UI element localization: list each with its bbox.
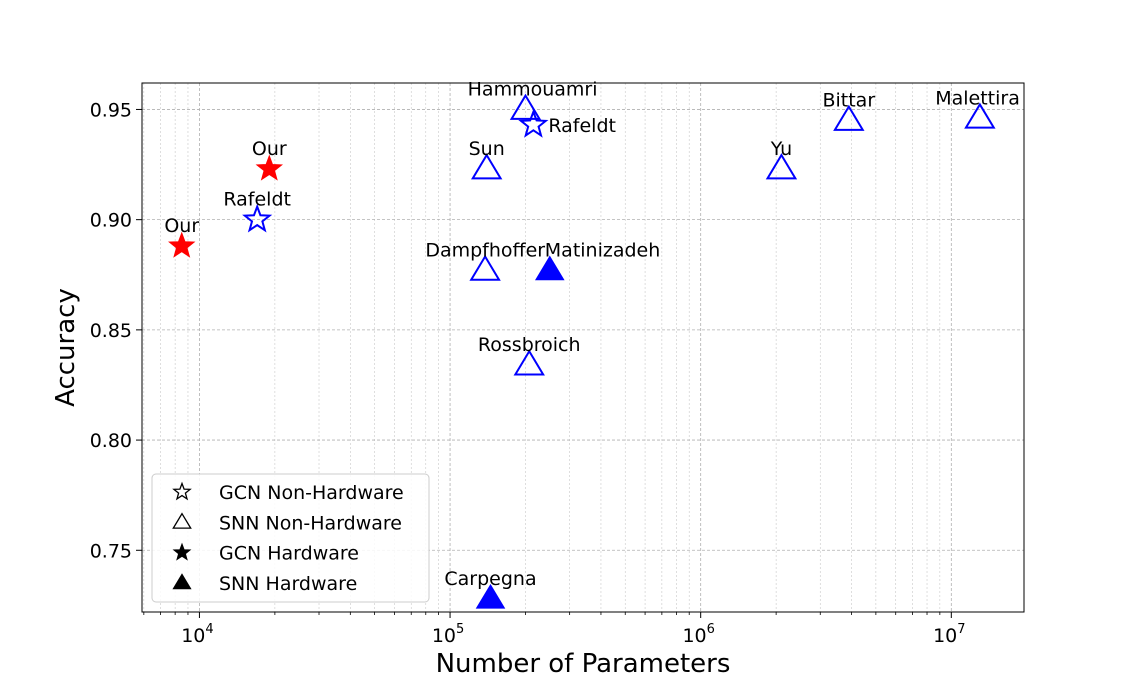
x-tick-base: 10	[933, 625, 957, 647]
legend-label: SNN Non-Hardware	[219, 512, 402, 534]
point-label: Rossbroich	[478, 334, 581, 356]
x-tick-base: 10	[181, 625, 205, 647]
triangle-point-hammouamri	[509, 93, 542, 120]
triangle-point-yu	[765, 153, 798, 180]
triangle-point-carpegna	[475, 583, 506, 609]
x-tick-label: 106	[682, 622, 714, 647]
triangle-point-dampfhoffer	[469, 254, 501, 281]
point-label: Hammouamri	[468, 78, 598, 100]
legend: GCN Non-Hardware SNN Non-Hardware GCN Hard…	[151, 473, 430, 603]
point-label: Yu	[770, 138, 792, 160]
y-tick-label: 0.85	[90, 320, 132, 342]
x-tick-base: 10	[432, 625, 456, 647]
point-label: Our	[164, 215, 199, 237]
legend-marker-triangle-outline	[172, 512, 192, 529]
point-label: Dampfhoffer	[425, 239, 545, 261]
point-label: Our	[252, 138, 287, 160]
x-tick-label: 107	[933, 622, 965, 647]
point-label: Carpegna	[444, 568, 536, 590]
point-label: Matinizadeh	[545, 239, 661, 261]
legend-marker-star-filled	[172, 542, 192, 561]
point-label: Rafeldt	[223, 189, 291, 211]
x-tick-label: 105	[432, 622, 464, 647]
y-tick-label: 0.75	[90, 540, 132, 562]
x-tick-exponent: 5	[456, 622, 464, 637]
triangle-point-sun	[470, 153, 503, 180]
legend-marker-triangle-filled	[172, 573, 192, 590]
legend-box	[151, 473, 430, 603]
star-point-rafeldt	[242, 203, 273, 233]
y-tick-label: 0.90	[90, 210, 132, 232]
y-tick-label: 0.80	[90, 430, 132, 452]
x-tick-base: 10	[682, 625, 706, 647]
x-tick-exponent: 6	[707, 622, 715, 637]
star-point-rafeldt	[518, 109, 549, 138]
legend-label: GCN Hardware	[219, 543, 359, 565]
x-tick-exponent: 7	[957, 622, 965, 637]
x-tick-label: 104	[181, 622, 213, 647]
triangle-point-matinizadeh	[534, 255, 565, 281]
legend-marker-star-outline	[172, 481, 192, 501]
point-label: Bittar	[822, 89, 875, 111]
point-label: Malettira	[935, 87, 1020, 109]
star-point-our	[168, 231, 196, 258]
point-label: Rafeldt	[548, 115, 616, 137]
x-tick-exponent: 4	[205, 622, 213, 637]
y-axis-title: Accuracy	[51, 288, 81, 407]
plot-frame	[141, 82, 1025, 613]
legend-label: SNN Hardware	[219, 573, 357, 595]
star-point-our	[255, 154, 284, 181]
triangle-point-bittar	[833, 104, 865, 131]
x-axis-title: Number of Parameters	[436, 649, 731, 679]
point-label: Sun	[469, 138, 505, 160]
y-tick-label: 0.95	[90, 99, 132, 121]
data-points: Our Our Rafeldt Rafeldt Hammouamri Sun Dampfho…	[164, 78, 1020, 609]
triangle-point-malettira	[964, 102, 996, 129]
legend-label: GCN Non-Hardware	[219, 482, 404, 504]
triangle-point-rossbroich	[513, 349, 545, 376]
